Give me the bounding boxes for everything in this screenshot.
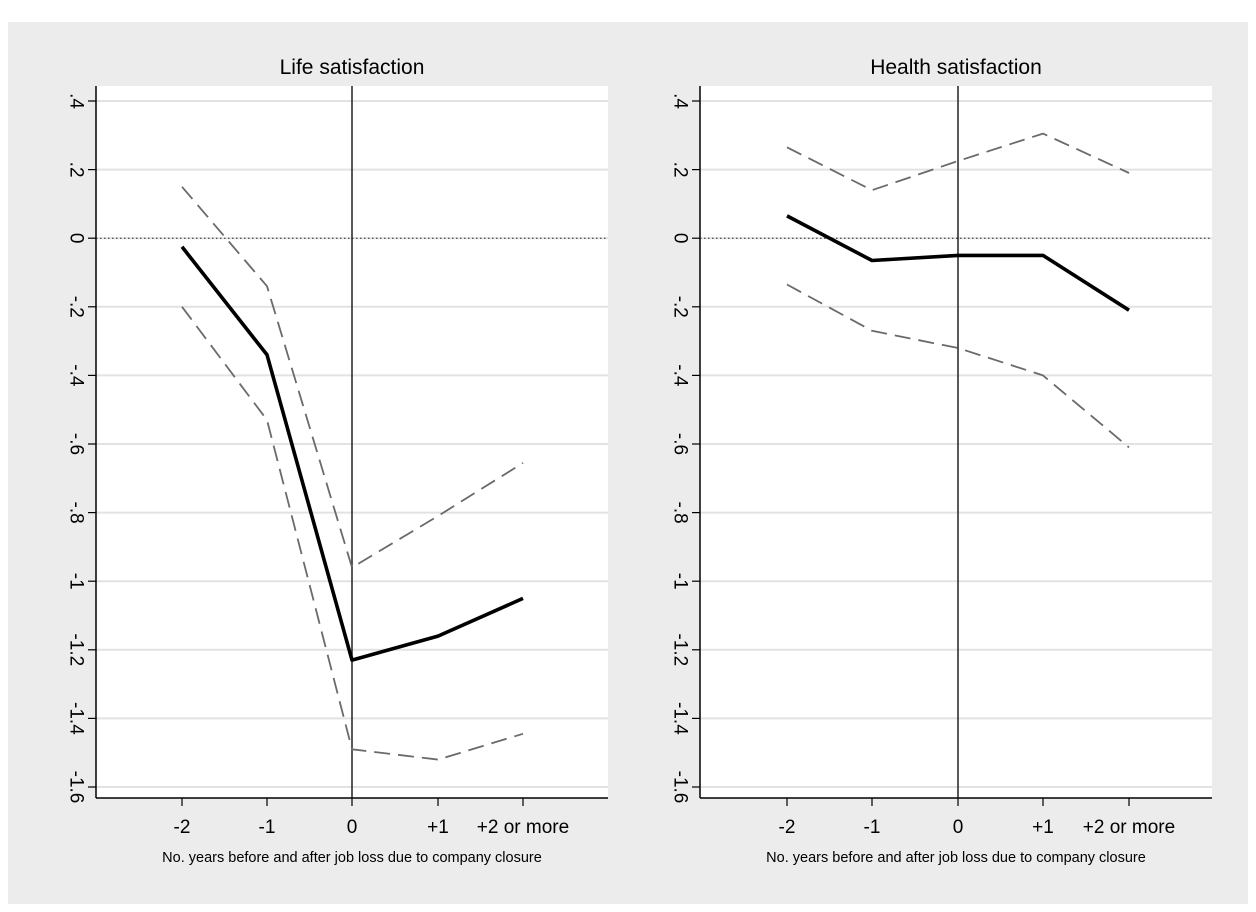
series-upper-ci [786,132,1130,192]
top-margin [0,0,1256,22]
y-tick-label: -1 [670,573,691,590]
y-tick-label: .4 [670,93,691,109]
y-tick-label: -.6 [670,433,691,455]
series-lower-ci [181,306,524,761]
y-tick-label: .2 [66,162,87,178]
y-tick-label: -1 [66,573,87,590]
x-tick-label: +2 or more [1083,817,1175,838]
y-tick-label: -.2 [670,296,691,318]
chart-panel-1: .4 .2 0 -.2 -.4 -.6 -.8 -1 -1.2 -1.4 -1.6 -2 -1 0 +1 +2… [66,56,608,866]
y-tick-label: .4 [66,93,87,109]
y-tick-label: -.2 [66,296,87,318]
x-axis-title: No. years before and after job loss due … [162,850,542,866]
series-estimate [180,245,524,662]
y-tick-label: -.4 [66,364,87,387]
y-tick-label: .2 [670,162,691,178]
series-upper-ci [181,186,524,569]
y-tick-label: -1.4 [670,702,691,735]
y-tick-label: -1.6 [66,771,87,804]
x-tick-label: -1 [864,817,881,838]
x-tick-label: -2 [779,817,796,838]
series-estimate [786,214,1130,312]
y-tick-label: -1.2 [66,633,87,666]
y-tick-label: 0 [66,233,87,244]
x-axis-title: No. years before and after job loss due … [766,850,1146,866]
chart-panel-2: .4 .2 0 -.2 -.4 -.6 -.8 -1 -1.2 -1.4 -1.6 -2 -1 0 +1 +2… [670,56,1212,866]
x-tick-label: 0 [347,817,358,838]
panel-title: Life satisfaction [280,56,425,79]
x-tick-label: 0 [953,817,964,838]
plot-area [700,86,1212,798]
y-tick-label: -.6 [66,433,87,455]
y-tick-label: -1.6 [670,771,691,804]
y-tick-label: -1.4 [66,702,87,735]
panel-title: Health satisfaction [870,56,1042,79]
y-tick-label: -.8 [670,502,691,524]
y-tick-label: -.4 [670,364,691,387]
x-tick-label: -2 [174,817,191,838]
y-tick-label: 0 [670,233,691,244]
y-tick-label: -1.2 [670,633,691,666]
y-tick-label: -.8 [66,502,87,524]
x-tick-label: -1 [259,817,276,838]
x-tick-label: +2 or more [477,817,569,838]
x-tick-label: +1 [427,817,449,838]
x-tick-label: +1 [1032,817,1054,838]
